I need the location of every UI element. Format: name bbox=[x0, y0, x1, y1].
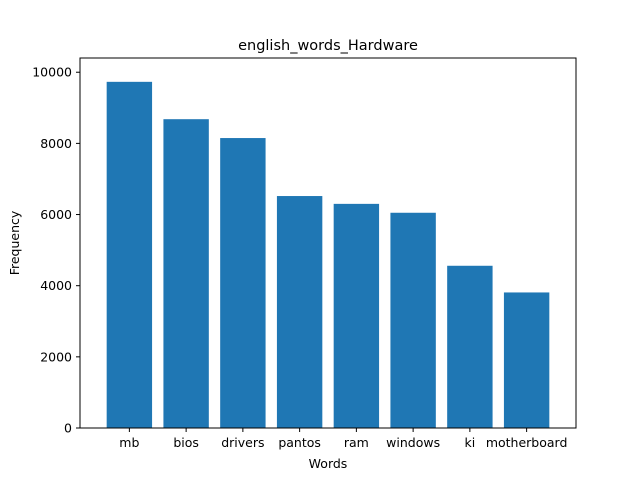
bar-drivers bbox=[220, 138, 266, 428]
y-tick-label: 8000 bbox=[40, 136, 72, 151]
bar-mb bbox=[106, 81, 153, 428]
ticks-layer: mb bios drivers pantos ram windows ki motherboa… bbox=[32, 65, 567, 450]
plot-frame bbox=[79, 57, 577, 429]
x-tick-label: motherboard bbox=[486, 435, 568, 450]
x-tick-label: pantos bbox=[278, 435, 321, 450]
x-tick-label: windows bbox=[386, 435, 440, 450]
x-tick-label: mb bbox=[119, 435, 139, 450]
bars-layer bbox=[106, 81, 550, 428]
bar-pantos bbox=[276, 196, 323, 428]
x-tick-label: ki bbox=[465, 435, 476, 450]
y-axis-label: Frequency bbox=[7, 210, 22, 275]
bar-ki bbox=[447, 265, 493, 428]
x-tick-label: drivers bbox=[221, 435, 264, 450]
x-tick-label: ram bbox=[344, 435, 369, 450]
x-tick-label: bios bbox=[173, 435, 199, 450]
bar-windows bbox=[390, 212, 436, 428]
y-tick-label: 0 bbox=[64, 421, 72, 436]
x-axis-label: Words bbox=[309, 456, 348, 471]
y-tick-label: 4000 bbox=[40, 278, 72, 293]
y-tick-label: 6000 bbox=[40, 207, 72, 222]
bar-ram bbox=[333, 203, 380, 428]
bar-motherboard bbox=[503, 292, 550, 428]
chart-title: english_words_Hardware bbox=[238, 38, 418, 54]
y-tick-label: 10000 bbox=[32, 65, 72, 80]
bar-bios bbox=[163, 119, 209, 428]
y-tick-label: 2000 bbox=[40, 349, 72, 364]
